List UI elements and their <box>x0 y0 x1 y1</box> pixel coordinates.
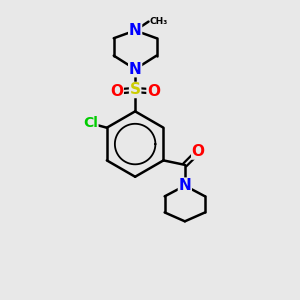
Text: Cl: Cl <box>83 116 98 130</box>
Text: O: O <box>110 84 123 99</box>
Text: N: N <box>129 23 142 38</box>
Text: N: N <box>178 178 191 193</box>
Text: N: N <box>129 62 142 77</box>
Text: CH₃: CH₃ <box>150 17 168 26</box>
Text: O: O <box>192 144 205 159</box>
Text: S: S <box>130 82 141 98</box>
Text: O: O <box>147 84 160 99</box>
